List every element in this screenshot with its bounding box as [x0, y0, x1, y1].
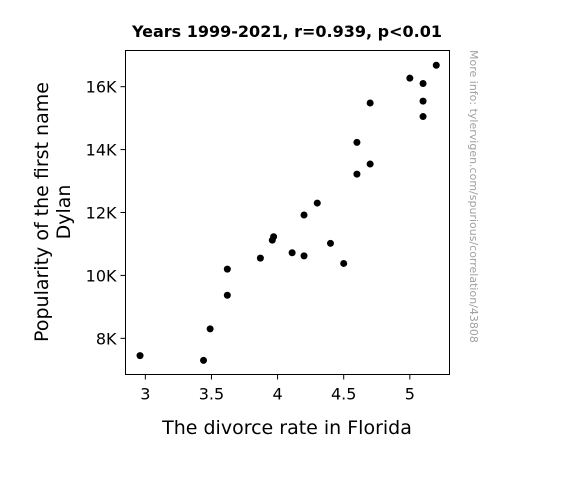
data-point: [366, 99, 374, 107]
source-note: More info: tylervigen.com/spurious/corre…: [467, 50, 480, 343]
data-point: [353, 138, 361, 146]
data-point: [256, 254, 264, 262]
data-point: [313, 199, 321, 207]
y-tick-label: 12K: [86, 204, 117, 223]
x-tick-label: 3.5: [199, 385, 224, 404]
data-point: [288, 249, 296, 257]
y-tick-label: 14K: [86, 141, 117, 160]
y-tick-label: 16K: [86, 78, 117, 97]
data-point: [353, 170, 361, 178]
y-axis-label-line-1: Popularity of the first name: [31, 82, 53, 342]
data-point: [326, 239, 334, 247]
chart-title: Years 1999-2021, r=0.939, p<0.01: [131, 22, 442, 41]
x-tick-label: 4.5: [331, 385, 356, 404]
x-axis-ticks: 3 3.5 4 4.5 5: [140, 374, 415, 404]
data-point: [432, 61, 440, 69]
data-point: [206, 325, 214, 333]
data-point: [200, 356, 208, 364]
data-point: [223, 291, 231, 299]
data-point: [419, 97, 427, 105]
data-point: [300, 252, 308, 260]
data-point: [419, 80, 427, 88]
x-axis-label: The divorce rate in Florida: [161, 417, 412, 439]
data-point: [300, 211, 308, 219]
data-point: [406, 74, 414, 82]
x-tick-label: 5: [405, 385, 415, 404]
data-point: [270, 233, 278, 241]
data-point: [136, 352, 144, 360]
y-tick-label: 10K: [86, 266, 117, 285]
plot-area-frame: [125, 50, 450, 375]
data-point: [223, 265, 231, 273]
data-points: [136, 61, 440, 364]
y-tick-label: 8K: [96, 329, 117, 348]
x-tick-label: 4: [272, 385, 282, 404]
y-axis-label-line-2: Dylan: [53, 185, 75, 240]
data-point: [366, 160, 374, 168]
data-point: [419, 113, 427, 121]
y-axis-label: Popularity of the first name Dylan: [31, 82, 75, 342]
x-tick-label: 3: [140, 385, 150, 404]
y-axis-ticks: 8K 10K 12K 14K 16K: [86, 78, 126, 348]
data-point: [340, 259, 348, 267]
